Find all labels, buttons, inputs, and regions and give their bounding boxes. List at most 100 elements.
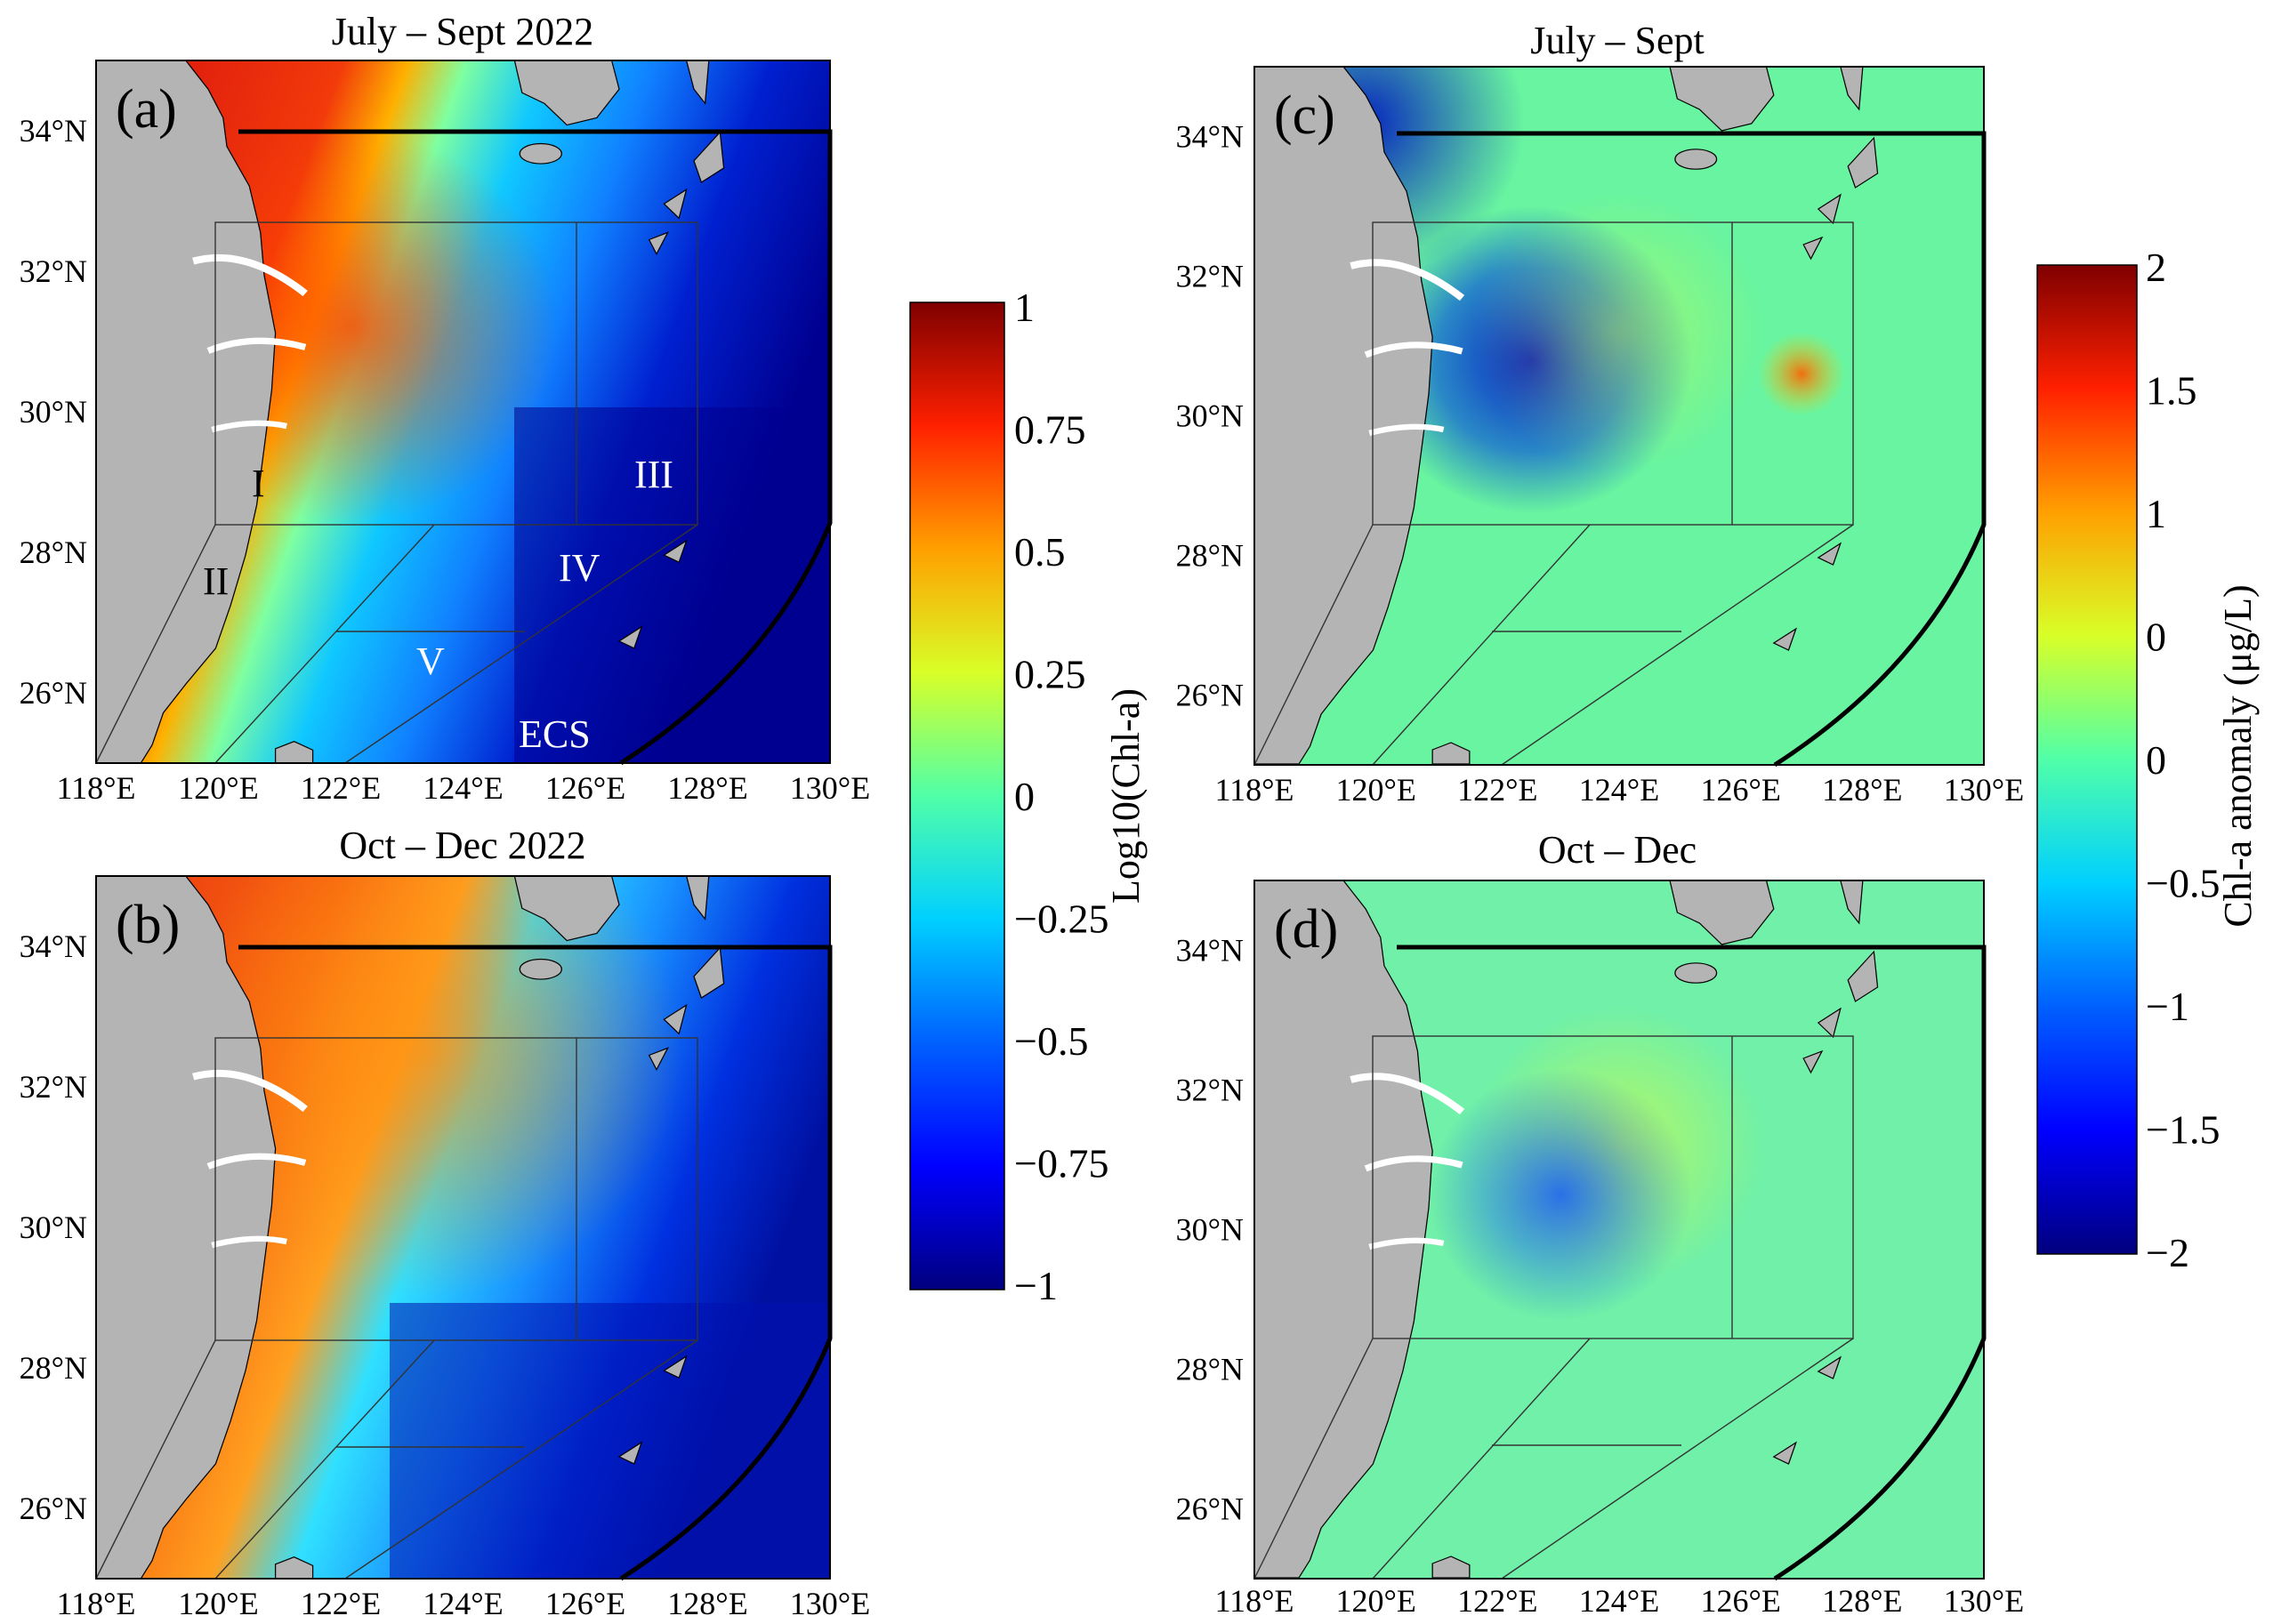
region-boxes	[1253, 221, 1854, 766]
lon-tick-label: 130°E	[1944, 772, 2024, 808]
lat-tick-label: 30°N	[1176, 398, 1244, 434]
deep-ocean-overlay	[390, 1303, 830, 1579]
lon-tick-label: 120°E	[178, 770, 258, 806]
lat-tick-label: 32°N	[1176, 259, 1244, 294]
lat-tick-label: 32°N	[1176, 1073, 1244, 1108]
lat-ticks-a: 34°N 32°N 30°N 28°N 26°N	[20, 113, 87, 711]
colorbar-tick-label: −0.5	[2146, 861, 2220, 906]
lon-tick-label: 128°E	[667, 1586, 747, 1621]
colorbar-tick-label: −2	[2146, 1230, 2189, 1275]
lat-tick-label: 34°N	[20, 113, 87, 149]
colorbar-tick-label: 1	[1014, 285, 1035, 330]
lat-tick-label: 34°N	[1176, 933, 1244, 969]
lon-tick-label: 124°E	[423, 770, 503, 806]
ecs-boundary	[238, 945, 833, 1581]
panel-letter: (d)	[1274, 899, 1338, 960]
lon-tick-label: 126°E	[545, 1586, 625, 1621]
colorbar-log-ticks: 1 0.75 0.5 0.25 0 −0.25 −0.5 −0.75 −1	[1014, 285, 1108, 1308]
map-frame	[95, 875, 831, 1580]
colorbar-tick-label: 0.25	[1014, 652, 1086, 697]
colorbar-tick-label: 0	[1014, 774, 1035, 819]
lon-tick-label: 118°E	[56, 770, 135, 806]
panel-letter: (b)	[116, 895, 180, 955]
lon-tick-label: 118°E	[56, 1586, 135, 1621]
colorbar-anom-label: Chl-a anomaly (μg/L)	[2216, 584, 2260, 927]
lon-tick-label: 122°E	[1457, 772, 1537, 808]
map-frame	[1253, 66, 1985, 766]
colorbar-tick-label: 1	[2146, 491, 2166, 536]
lat-tick-label: 32°N	[20, 1069, 87, 1105]
lon-tick-label: 126°E	[1700, 1583, 1780, 1619]
panel-title-d: Oct – Dec	[1538, 828, 1697, 872]
lat-tick-label: 32°N	[20, 253, 87, 289]
panel-title-a: July – Sept 2022	[332, 10, 594, 53]
colorbar-tick-label: −0.5	[1014, 1018, 1088, 1064]
colorbar-tick-label: −1	[1014, 1263, 1058, 1308]
panel-letter: (c)	[1274, 85, 1335, 146]
panel-title-b: Oct – Dec 2022	[339, 824, 585, 867]
region-boxes	[1253, 1035, 1854, 1580]
lat-tick-label: 28°N	[20, 1350, 87, 1386]
ecs-boundary	[1397, 945, 1987, 1581]
lon-tick-label: 124°E	[1579, 772, 1659, 808]
map-frame	[95, 60, 831, 764]
lat-tick-label: 34°N	[1176, 119, 1244, 155]
lon-tick-label: 120°E	[1335, 772, 1415, 808]
lon-tick-label: 128°E	[667, 770, 747, 806]
lon-tick-label: 122°E	[1457, 1583, 1537, 1619]
lon-ticks-b: 118°E 120°E 122°E 124°E 126°E 128°E 130°E	[56, 1586, 870, 1621]
panel-d: (d)	[1253, 880, 1987, 1581]
colorbar-tick-label: 0	[2146, 615, 2166, 660]
lon-ticks-d: 118°E 120°E 122°E 124°E 126°E 128°E 130°E	[1214, 1583, 2024, 1619]
lat-tick-label: 28°N	[1176, 538, 1244, 574]
region-label-iv: IV	[559, 546, 600, 590]
region-boxes	[95, 1037, 698, 1580]
lat-tick-label: 26°N	[20, 675, 87, 711]
colorbar-log-bar	[909, 301, 1005, 1290]
lon-tick-label: 126°E	[1700, 772, 1780, 808]
colorbar-tick-label: −1.5	[2146, 1107, 2220, 1153]
lat-ticks-c: 34°N 32°N 30°N 28°N 26°N	[1176, 119, 1244, 713]
lon-tick-label: 120°E	[1335, 1583, 1415, 1619]
colorbar-tick-label: −0.75	[1014, 1141, 1108, 1186]
lat-tick-label: 26°N	[1176, 678, 1244, 713]
lat-tick-label: 34°N	[20, 929, 87, 964]
lat-tick-label: 26°N	[1176, 1491, 1244, 1527]
region-label-iii: III	[634, 453, 673, 496]
colorbar-anom-ticks: 2 1.5 1 0 0 −0.5 −1 −1.5 −2	[2146, 245, 2220, 1275]
lon-tick-label: 128°E	[1822, 1583, 1902, 1619]
region-label-v: V	[416, 639, 445, 683]
lon-tick-label: 124°E	[423, 1586, 503, 1621]
lon-tick-label: 130°E	[1944, 1583, 2024, 1619]
colorbar-anom-bar	[2036, 264, 2138, 1255]
panel-b: (b)	[95, 875, 833, 1581]
colorbar-tick-label: 2	[2146, 245, 2166, 290]
colorbar-log-label: Log10(Chl-a)	[1104, 688, 1148, 904]
lat-ticks-b: 34°N 32°N 30°N 28°N 26°N	[20, 929, 87, 1526]
lon-tick-label: 122°E	[301, 1586, 381, 1621]
lat-tick-label: 26°N	[20, 1491, 87, 1526]
lon-tick-label: 122°E	[301, 770, 381, 806]
lat-ticks-d: 34°N 32°N 30°N 28°N 26°N	[1176, 933, 1244, 1527]
colorbar-tick-label: 0.75	[1014, 407, 1086, 453]
region-label-i: I	[252, 462, 265, 505]
panel-letter: (a)	[116, 79, 177, 140]
colorbar-tick-label: 1.5	[2146, 368, 2197, 414]
lat-tick-label: 30°N	[20, 1210, 87, 1245]
lon-tick-label: 118°E	[1214, 1583, 1294, 1619]
lon-tick-label: 130°E	[790, 770, 870, 806]
lat-tick-label: 28°N	[1176, 1352, 1244, 1387]
lon-tick-label: 128°E	[1822, 772, 1902, 808]
lon-tick-label: 118°E	[1214, 772, 1294, 808]
lon-ticks-a: 118°E 120°E 122°E 124°E 126°E 128°E 130°E	[56, 770, 870, 806]
region-label-ecs: ECS	[519, 712, 591, 756]
colorbar-tick-label: −0.25	[1014, 896, 1108, 942]
ecs-boundary	[1397, 131, 1987, 768]
lat-tick-label: 30°N	[20, 394, 87, 430]
region-label-ii: II	[203, 559, 229, 603]
ecs-boundary	[238, 129, 833, 766]
region-boxes	[95, 221, 698, 764]
panel-title-c: July – Sept	[1530, 19, 1705, 62]
colorbar-anom: 2 1.5 1 0 0 −0.5 −1 −1.5 −2 Chl-a anomaly (μg/L)	[2036, 245, 2260, 1275]
